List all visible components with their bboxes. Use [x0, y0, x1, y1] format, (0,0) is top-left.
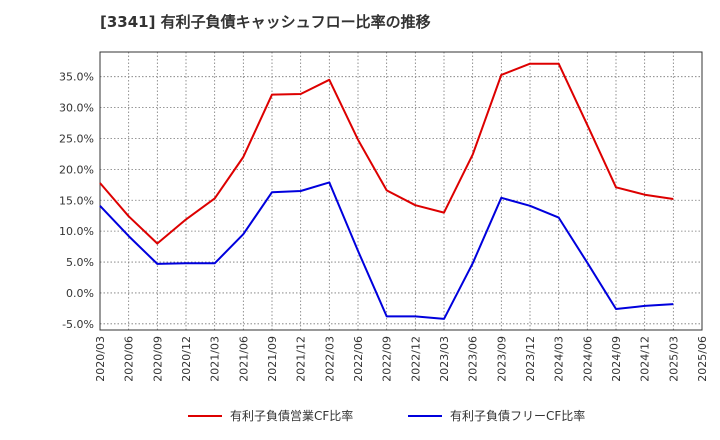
- x-tick-label: 2021/03: [209, 336, 222, 382]
- x-tick-label: 2020/12: [180, 336, 193, 382]
- x-tick-label: 2023/12: [524, 336, 537, 382]
- x-tick-label: 2022/06: [352, 336, 365, 382]
- series-lines: [99, 62, 674, 320]
- x-tick-label: 2022/09: [381, 336, 394, 382]
- x-tick-label: 2022/03: [323, 336, 336, 382]
- x-tick-label: 2021/06: [237, 336, 250, 382]
- x-tick-label: 2025/03: [667, 336, 680, 382]
- x-tick-label: 2020/09: [151, 336, 164, 382]
- y-tick-label: 0.0%: [66, 287, 94, 300]
- x-tick-label: 2021/12: [295, 336, 308, 382]
- x-tick-label: 2022/12: [409, 336, 422, 382]
- series-line-2: [99, 181, 674, 320]
- x-tick-label: 2020/06: [123, 336, 136, 382]
- chart-title: [3341] 有利子負債キャッシュフロー比率の推移: [100, 13, 431, 31]
- y-tick-label: 5.0%: [66, 256, 94, 269]
- legend: 有利子負債営業CF比率 有利子負債フリーCF比率: [188, 408, 585, 423]
- x-tick-label: 2020/03: [94, 336, 107, 382]
- plot-area: [99, 51, 703, 331]
- x-tick-label: 2024/03: [553, 336, 566, 382]
- y-tick-label: 15.0%: [59, 194, 94, 207]
- legend-label-1: 有利子負債営業CF比率: [230, 408, 353, 423]
- x-tick-label: 2023/09: [495, 336, 508, 382]
- y-axis: -5.0% 0.0% 5.0% 10.0% 15.0% 20.0% 25.0% 30.0% 35…: [59, 71, 94, 331]
- x-tick-label: 2024/09: [610, 336, 623, 382]
- y-tick-label: 30.0%: [59, 102, 94, 115]
- y-tick-label: 20.0%: [59, 163, 94, 176]
- x-tick-label: 2021/09: [266, 336, 279, 382]
- grid: [99, 52, 703, 330]
- y-tick-label: -5.0%: [62, 318, 94, 331]
- y-tick-label: 25.0%: [59, 132, 94, 145]
- series-line-1: [99, 62, 674, 245]
- y-tick-label: 10.0%: [59, 225, 94, 238]
- legend-label-2: 有利子負債フリーCF比率: [450, 408, 585, 423]
- x-tick-label: 2024/06: [581, 336, 594, 382]
- x-tick-label: 2023/06: [467, 336, 480, 382]
- x-tick-label: 2024/12: [639, 336, 652, 382]
- x-axis: 2020/03 2020/06 2020/09 2020/12 2021/03 2021/…: [94, 336, 709, 382]
- x-tick-label: 2023/03: [438, 336, 451, 382]
- x-tick-label: 2025/06: [696, 336, 709, 382]
- y-tick-label: 35.0%: [59, 71, 94, 84]
